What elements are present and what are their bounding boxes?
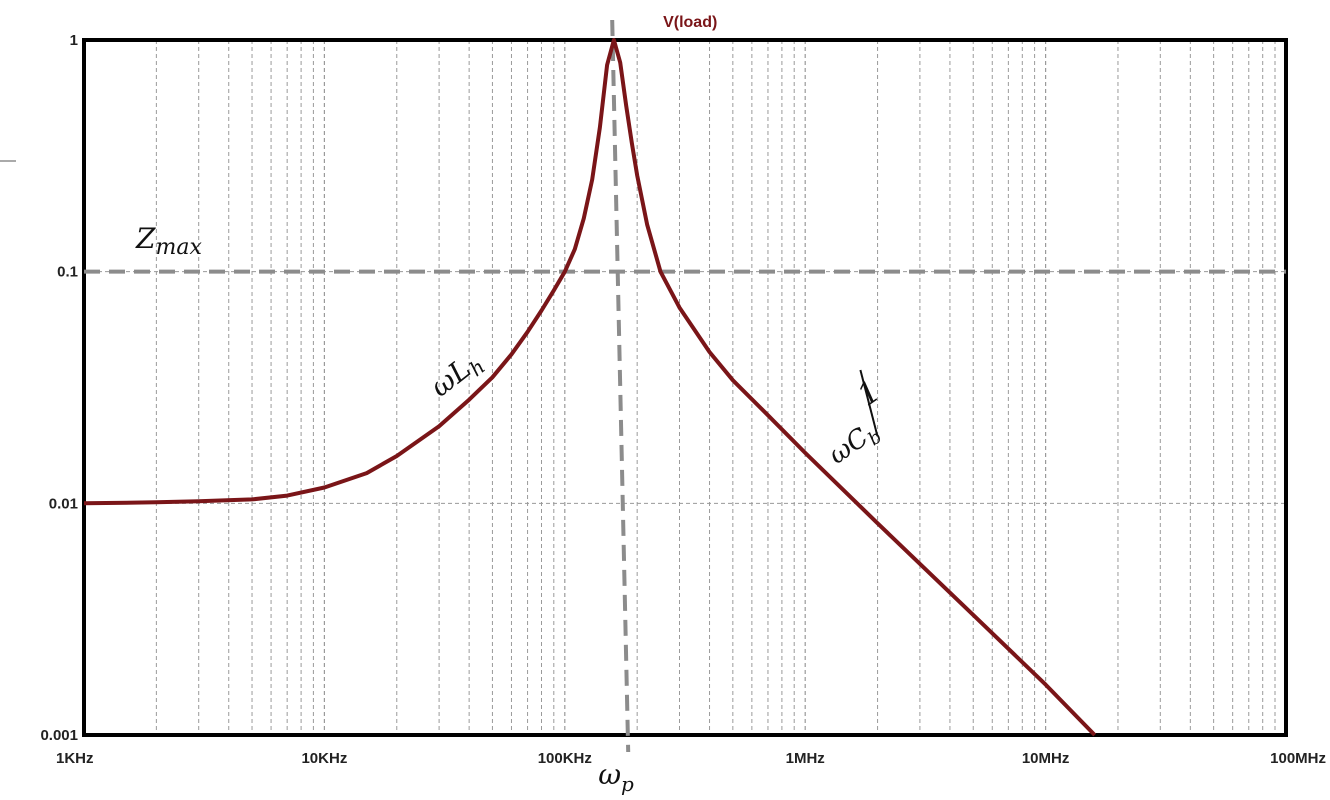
omega-c-symbol: ωC bbox=[823, 422, 874, 470]
x-tick-label: 100KHz bbox=[538, 750, 592, 767]
annotation-omega-c: 1 ωCb bbox=[823, 369, 887, 474]
annotation-omega-l: ωLh bbox=[424, 344, 490, 407]
x-tick-label: 1MHz bbox=[786, 750, 825, 767]
y-tick-label: 0.001 bbox=[40, 727, 78, 744]
fraction-slash bbox=[859, 369, 879, 437]
z-max-subscript: max bbox=[155, 235, 202, 260]
y-tick-label: 0.1 bbox=[57, 264, 78, 281]
y-tick-labels: 1 0.1 0.01 0.001 bbox=[40, 32, 78, 744]
omega-p-symbol: ω bbox=[598, 758, 621, 791]
series-line-v-load bbox=[83, 38, 1097, 737]
annotation-z-max: Zmax bbox=[135, 222, 202, 260]
y-tick-label: 0.01 bbox=[49, 495, 78, 512]
grid-lines bbox=[84, 40, 1286, 735]
plot-frame bbox=[82, 38, 1288, 737]
y-tick-label: 1 bbox=[70, 32, 78, 49]
omega-p-reference-line bbox=[610, 19, 631, 753]
series-name-label: V(load) bbox=[663, 14, 717, 31]
z-max-symbol: Z bbox=[135, 222, 156, 255]
x-tick-label: 10KHz bbox=[301, 750, 347, 767]
annotation-omega-p: ωp bbox=[598, 758, 634, 796]
omega-c-denominator: ωCb bbox=[823, 416, 886, 474]
reference-lines bbox=[84, 19, 1286, 753]
x-tick-label: 100MHz bbox=[1270, 750, 1326, 767]
x-tick-label: 1KHz bbox=[56, 750, 94, 767]
x-tick-label: 10MHz bbox=[1022, 750, 1070, 767]
omega-p-subscript: p bbox=[621, 772, 634, 796]
x-tick-labels: 1KHz 10KHz 100KHz 1MHz 10MHz 100MHz bbox=[56, 750, 1326, 767]
